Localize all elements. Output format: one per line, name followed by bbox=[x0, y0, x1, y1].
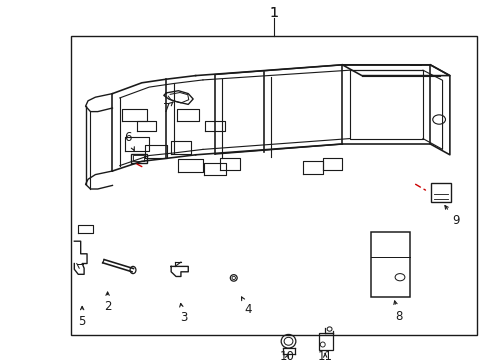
Text: 11: 11 bbox=[317, 350, 332, 360]
Text: 4: 4 bbox=[241, 297, 252, 316]
Bar bbox=[430, 183, 450, 202]
Text: 1: 1 bbox=[269, 6, 278, 19]
Bar bbox=[318, 333, 333, 350]
Bar bbox=[370, 232, 409, 297]
Text: 10: 10 bbox=[280, 350, 294, 360]
Text: 8: 8 bbox=[393, 301, 402, 323]
Text: 7: 7 bbox=[162, 102, 173, 114]
Bar bbox=[133, 155, 144, 161]
Bar bbox=[71, 36, 476, 335]
Text: 3: 3 bbox=[179, 303, 187, 324]
Text: 9: 9 bbox=[444, 206, 459, 227]
Text: 1: 1 bbox=[269, 6, 278, 19]
Text: 2: 2 bbox=[103, 292, 111, 313]
Text: 6: 6 bbox=[124, 131, 134, 150]
Text: 5: 5 bbox=[78, 306, 86, 328]
